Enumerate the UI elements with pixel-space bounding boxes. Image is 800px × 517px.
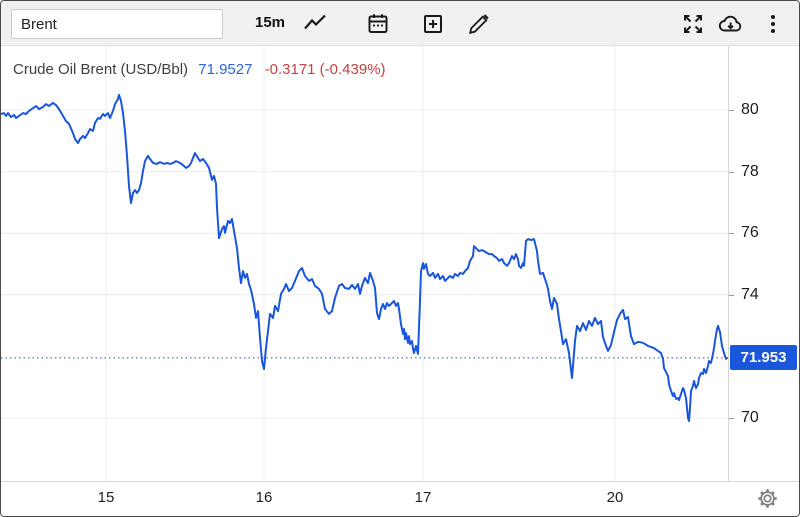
price-chart-plot[interactable]: Crude Oil Brent (USD/Bbl) 71.9527 -0.317… [1,46,728,481]
kebab-menu-icon[interactable] [759,11,787,37]
y-axis-tick [729,295,734,296]
price-change-value: -0.3171 (-0.439%) [264,61,386,78]
x-axis-label: 16 [255,489,273,506]
last-price-badge: 71.953 [730,345,797,370]
draw-pencil-icon[interactable] [464,11,492,37]
instrument-name: Crude Oil Brent (USD/Bbl) [13,61,189,78]
y-axis-label: 70 [741,409,759,426]
x-axis: 15 16 17 20 [1,481,799,516]
y-axis-tick [729,233,734,234]
gear-icon[interactable] [755,486,780,511]
x-axis-label: 20 [606,489,624,506]
line-chart-icon[interactable] [301,11,329,37]
x-axis-label: 15 [97,489,115,506]
cloud-download-icon[interactable] [717,11,745,37]
y-axis-tick [729,418,734,419]
last-price-value: 71.9527 [198,61,253,78]
y-axis-label: 74 [741,286,759,303]
symbol-search-input[interactable] [11,9,223,39]
calendar-icon[interactable] [364,11,392,37]
y-axis-label: 76 [741,224,759,241]
y-axis: 80 78 76 74 70 [728,46,799,481]
chart-legend: Crude Oil Brent (USD/Bbl) 71.9527 -0.317… [13,61,386,78]
chart-canvas[interactable] [1,46,728,481]
fullscreen-icon[interactable] [679,11,707,37]
y-axis-label: 80 [741,101,759,118]
y-axis-tick [729,172,734,173]
add-compare-icon[interactable] [419,11,447,37]
y-axis-tick [729,110,734,111]
toolbar: 15m [1,1,799,46]
interval-button[interactable]: 15m [249,13,291,32]
y-axis-label: 78 [741,163,759,180]
x-axis-label: 17 [414,489,432,506]
